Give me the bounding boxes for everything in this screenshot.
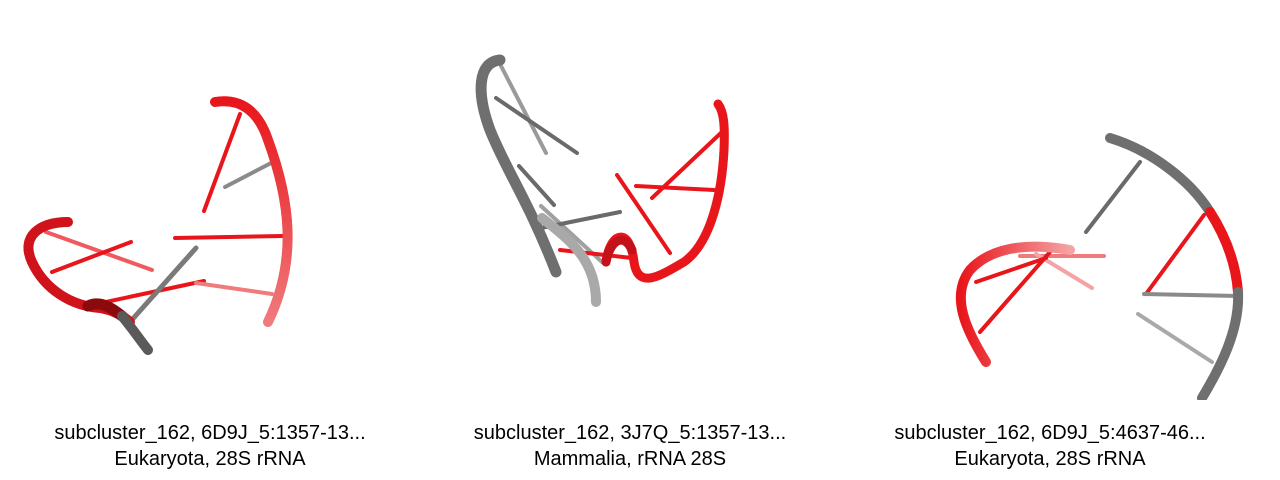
backbone-unpaired-lower bbox=[537, 213, 601, 307]
panel-subtitle-2: Mammalia, rRNA 28S bbox=[533, 448, 727, 470]
backbone-unpaired-bottom bbox=[1197, 287, 1244, 400]
panel-title-2: subcluster_162, 3J7Q_5:1357-13... bbox=[473, 422, 787, 444]
base-pair bbox=[194, 281, 274, 296]
panel-subtitle-1: Eukaryota, 28S rRNA bbox=[114, 448, 306, 470]
base-pair bbox=[978, 250, 1052, 334]
panel-subtitle-3: Eukaryota, 28S rRNA bbox=[954, 448, 1146, 470]
base-pair bbox=[517, 164, 556, 207]
backbone-strand-right bbox=[210, 96, 293, 327]
base-pair bbox=[615, 173, 672, 255]
rna-structure-image-3 bbox=[955, 133, 1244, 400]
base-pair bbox=[127, 245, 199, 325]
base-pair bbox=[173, 234, 285, 240]
base-pair bbox=[498, 62, 548, 155]
backbone-paired-right bbox=[1205, 207, 1243, 297]
backbone-unpaired-left bbox=[475, 54, 562, 278]
rna-structure-image-2 bbox=[475, 54, 729, 307]
base-pair bbox=[634, 184, 716, 192]
backbone-unpaired-top bbox=[1105, 133, 1215, 217]
panel-caption-3: subcluster_162, 6D9J_5:4637-46... Eukary… bbox=[840, 420, 1260, 472]
base-pair bbox=[44, 230, 154, 272]
base-pair bbox=[494, 96, 579, 155]
base-pair bbox=[1144, 213, 1206, 296]
backbone-paired-left bbox=[955, 241, 1075, 367]
base-pair bbox=[974, 256, 1048, 284]
structure-panel-2: subcluster_162, 3J7Q_5:1357-13... Mammal… bbox=[420, 0, 840, 480]
backbone-unpaired-tail bbox=[117, 311, 153, 355]
base-pair bbox=[50, 240, 133, 274]
base-pair bbox=[558, 248, 634, 260]
base-pair bbox=[1142, 292, 1240, 298]
base-pair bbox=[202, 112, 242, 213]
panel-title-1: subcluster_162, 6D9J_5:1357-13... bbox=[54, 422, 366, 444]
base-pair bbox=[1084, 160, 1142, 234]
structure-panel-1: subcluster_162, 6D9J_5:1357-13... Eukary… bbox=[0, 0, 420, 480]
structure-panel-3: subcluster_162, 6D9J_5:4637-46... Eukary… bbox=[840, 0, 1260, 480]
base-pair bbox=[1136, 312, 1214, 364]
panel-caption-2: subcluster_162, 3J7Q_5:1357-13... Mammal… bbox=[420, 420, 840, 472]
backbone-loop-dark bbox=[601, 235, 637, 267]
panel-title-3: subcluster_162, 6D9J_5:4637-46... bbox=[894, 422, 1206, 444]
rna-structure-image-1 bbox=[23, 96, 293, 355]
panel-caption-1: subcluster_162, 6D9J_5:1357-13... Eukary… bbox=[0, 420, 420, 472]
base-pair bbox=[223, 160, 275, 189]
